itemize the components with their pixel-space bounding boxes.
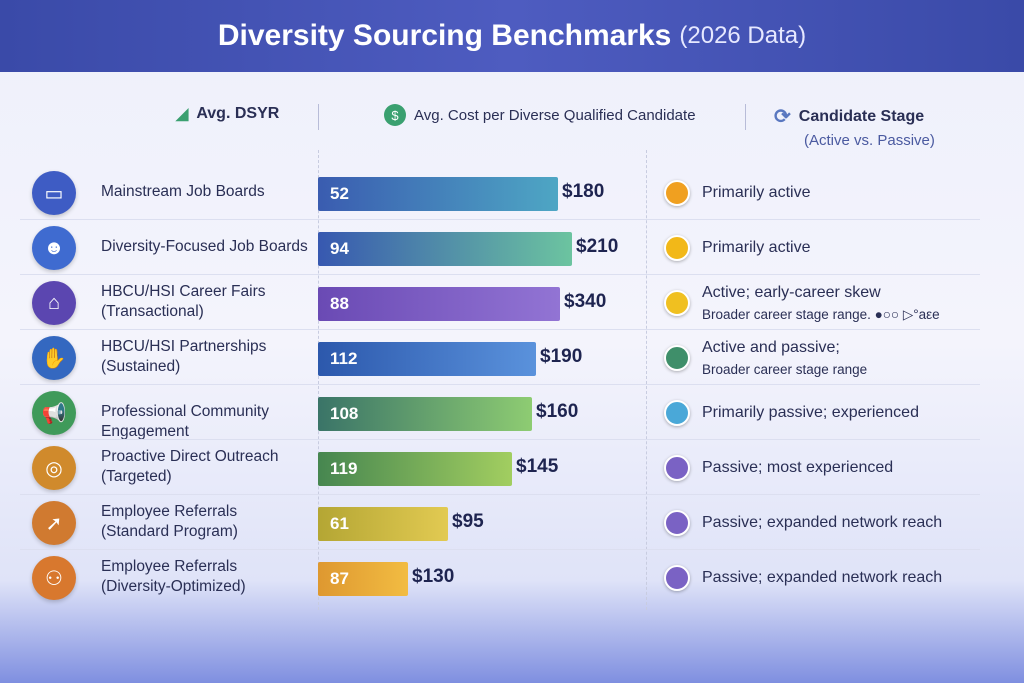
dsyr-bar: 52: [318, 177, 558, 211]
stage-label: Active and passive;: [702, 339, 840, 356]
dsyr-bar: 112: [318, 342, 536, 376]
row-divider: [20, 549, 980, 550]
stage-indicator-icon: [664, 235, 690, 261]
stage-label: Primarily passive; experienced: [702, 404, 919, 421]
stage-indicator-icon: [664, 345, 690, 371]
cost-label: $210: [576, 236, 619, 257]
handshake-icon: ✋: [32, 336, 76, 380]
stage-indicator-icon: [664, 455, 690, 481]
cost-label: $190: [540, 346, 583, 367]
gridline: [318, 150, 319, 610]
cost-label: $180: [562, 181, 605, 202]
growth-icon: ◢: [176, 106, 189, 123]
dsyr-value: 108: [330, 404, 359, 423]
people-icon: ☻: [32, 226, 76, 270]
stage-label: Primarily active: [702, 239, 811, 256]
stage-label: Passive; most experienced: [702, 459, 894, 476]
gridline: [646, 150, 647, 610]
header-stage-label: Candidate Stage: [798, 107, 925, 125]
row-divider: [20, 494, 980, 495]
header-cost: $ Avg. Cost per Diverse Qualified Candida…: [384, 104, 696, 126]
dsyr-bar: 61: [318, 507, 448, 541]
table-row: ➚ Employee Referrals (Standard Program) 6…: [20, 496, 980, 551]
monitor-icon: ▭: [32, 171, 76, 215]
stage-text: Passive; expanded network reach: [702, 512, 942, 534]
dollar-icon: $: [384, 104, 406, 126]
cost-label: $95: [452, 511, 484, 532]
table-row: ✋ HBCU/HSI Partnerships (Sustained) 112 $…: [20, 331, 980, 386]
dsyr-value: 88: [330, 294, 349, 313]
dsyr-value: 61: [330, 514, 349, 533]
stage-label: Primarily active: [702, 184, 811, 201]
category-label: Proactive Direct Outreach (Targeted): [101, 448, 279, 485]
dsyr-value: 119: [330, 459, 358, 478]
category-label: Professional Community Engagement: [101, 403, 269, 440]
header-dsyr-label: Avg. DSYR: [196, 105, 280, 122]
table-row: ⌂ HBCU/HSI Career Fairs (Transactional) 8…: [20, 276, 980, 331]
megaphone-icon: 📢: [32, 391, 76, 435]
stage-label: Active; early-career skew: [702, 284, 881, 301]
header-cost-label: Avg. Cost per Diverse Qualified Candidat…: [414, 106, 696, 124]
category-label: Employee Referrals (Diversity-Optimized): [101, 558, 246, 595]
stage-indicator-icon: [664, 510, 690, 536]
refresh-icon: ⟳: [774, 106, 791, 128]
stage-label: Passive; expanded network reach: [702, 569, 943, 586]
category-label: Diversity-Focused Job Boards: [101, 238, 308, 255]
category-label: Mainstream Job Boards: [101, 183, 265, 200]
cost-label: $130: [412, 566, 455, 587]
referral-icon: ➚: [32, 501, 76, 545]
divider: [318, 104, 319, 130]
stage-text: Primarily active: [702, 237, 810, 259]
dsyr-value: 87: [330, 569, 349, 588]
stage-indicator-icon: [664, 290, 690, 316]
table-row: ▭ Mainstream Job Boards 52 $180 Primaril…: [20, 166, 980, 221]
row-divider: [20, 274, 980, 275]
header-stage-sub: (Active vs. Passive): [804, 132, 935, 149]
dsyr-bar: 94: [318, 232, 572, 266]
category-label: HBCU/HSI Partnerships (Sustained): [101, 338, 267, 375]
row-divider: [20, 384, 980, 385]
cost-label: $340: [564, 291, 607, 312]
row-divider: [20, 219, 980, 220]
cost-label: $160: [536, 401, 579, 422]
stage-indicator-icon: [664, 180, 690, 206]
chart-subtitle: (2026 Data): [679, 22, 807, 49]
stage-text: Primarily active: [702, 182, 810, 204]
booth-icon: ⌂: [32, 281, 76, 325]
stage-indicator-icon: [664, 400, 690, 426]
dsyr-value: 52: [330, 184, 349, 203]
row-divider: [20, 329, 980, 330]
network-icon: ⚇: [32, 556, 76, 600]
header-stage: ⟳ Candidate Stage: [774, 104, 924, 129]
stage-text: Primarily passive; experienced: [702, 402, 919, 424]
table-row: ◎ Proactive Direct Outreach (Targeted) 11…: [20, 441, 980, 496]
table-row: ⚇ Employee Referrals (Diversity-Optimized…: [20, 551, 980, 606]
category-label: HBCU/HSI Career Fairs (Transactional): [101, 283, 266, 320]
table-row: 📢 Professional Community Engagement 108 …: [20, 386, 980, 441]
table-row: ☻ Diversity-Focused Job Boards 94 $210 P…: [20, 221, 980, 276]
dsyr-value: 112: [330, 349, 358, 368]
stage-note: Broader career stage range: [702, 362, 868, 377]
dsyr-bar: 119: [318, 452, 512, 486]
target-icon: ◎: [32, 446, 76, 490]
divider: [745, 104, 746, 130]
title-banner: Diversity Sourcing Benchmarks (2026 Data…: [0, 0, 1024, 72]
dsyr-bar: 87: [318, 562, 408, 596]
header-dsyr: ◢ Avg. DSYR: [176, 104, 279, 124]
dsyr-bar: 88: [318, 287, 560, 321]
stage-text: Passive; most experienced: [702, 457, 893, 479]
category-label: Employee Referrals (Standard Program): [101, 503, 238, 540]
stage-text: Active and passive; Broader career stage …: [702, 337, 867, 381]
stage-note: Broader career stage range. ●○○ ▷°aεe: [702, 307, 940, 322]
dsyr-bar: 108: [318, 397, 532, 431]
stage-label: Passive; expanded network reach: [702, 514, 943, 531]
stage-indicator-icon: [664, 565, 690, 591]
stage-text: Active; early-career skew Broader career …: [702, 282, 940, 326]
dsyr-value: 94: [330, 239, 349, 258]
stage-text: Passive; expanded network reach: [702, 567, 942, 589]
chart-title: Diversity Sourcing Benchmarks: [217, 19, 672, 52]
cost-label: $145: [516, 456, 559, 477]
row-divider: [20, 439, 980, 440]
